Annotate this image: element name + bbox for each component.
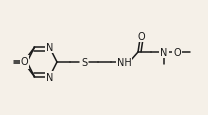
Text: N: N bbox=[160, 48, 168, 58]
Text: O: O bbox=[21, 57, 28, 67]
Text: N: N bbox=[46, 43, 53, 53]
Text: S: S bbox=[81, 58, 87, 67]
Text: O: O bbox=[21, 58, 28, 68]
Text: N: N bbox=[46, 72, 53, 82]
Text: O: O bbox=[138, 32, 145, 42]
Text: O: O bbox=[173, 48, 181, 58]
Text: NH: NH bbox=[117, 58, 131, 67]
